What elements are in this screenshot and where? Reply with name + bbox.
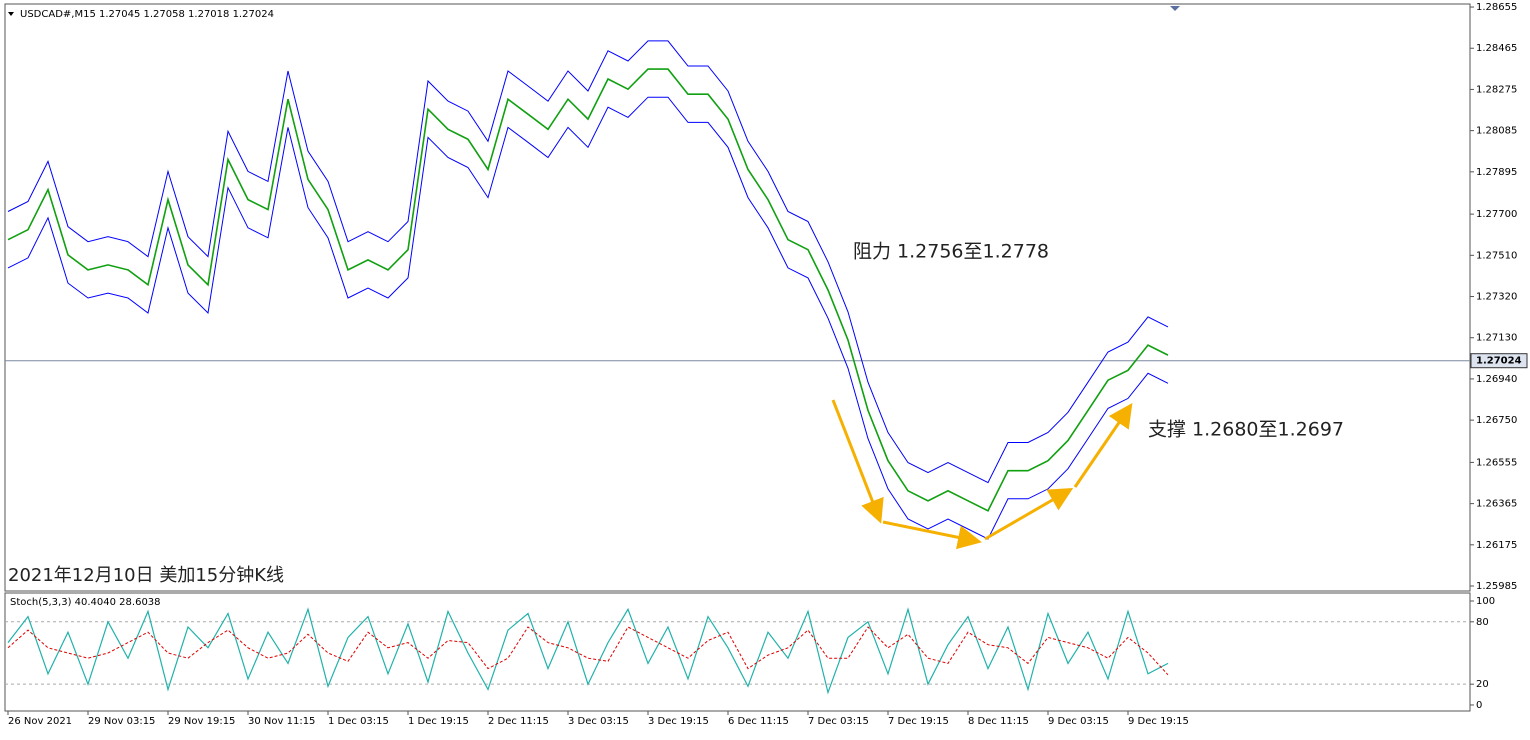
x-tick-label: 29 Nov 19:15 [168,716,235,727]
shift-marker [1170,6,1180,11]
x-tick-label: 3 Dec 19:15 [648,716,709,727]
y-tick-label: 100 [1476,596,1495,607]
y-tick-label: 1.26940 [1476,374,1517,385]
series-line [7,68,1169,512]
x-tick-label: 30 Nov 11:15 [248,716,315,727]
price-box [1470,353,1528,369]
stoch-panel [4,592,1471,712]
y-tick-label: 1.26750 [1476,415,1517,426]
x-tick-label: 1 Dec 03:15 [328,716,389,727]
menu-arrow [8,12,14,16]
x-tick-label: 9 Dec 19:15 [1128,716,1189,727]
x-tick-label: 26 Nov 2021 [8,716,72,727]
y-tick-label: 20 [1476,679,1489,690]
y-tick-label: 1.27510 [1476,250,1517,261]
x-tick-label: 7 Dec 19:15 [888,716,949,727]
annotation: 支撑 1.2680至1.2697 [1148,419,1344,441]
y-tick-label: 1.27320 [1476,292,1517,303]
y-tick-label: 0 [1476,700,1482,711]
x-tick-label: 1 Dec 19:15 [408,716,469,727]
y-tick-label: 1.26175 [1476,540,1517,551]
series-line [7,607,1169,695]
x-tick-label: 3 Dec 03:15 [568,716,629,727]
y-tick-label: 80 [1476,617,1489,628]
y-tick-label: 1.27130 [1476,333,1517,344]
y-tick-label: 1.25985 [1476,581,1517,592]
arrow [882,520,982,550]
annotation: 阻力 1.2756至1.2778 [853,241,1049,263]
arrow [831,399,884,524]
caption: 2021年12月10日 美加15分钟K线 [8,565,284,586]
y-tick-label: 1.26365 [1476,499,1517,510]
x-tick-label: 6 Dec 11:15 [728,716,789,727]
series-line [7,40,1169,484]
arrow [1073,403,1133,488]
x-tick-label: 2 Dec 11:15 [488,716,549,727]
arrows [831,399,1133,550]
y-tick-label: 1.26555 [1476,457,1517,468]
y-tick-label: 1.28275 [1476,84,1517,95]
y-tick-label: 1.28465 [1476,43,1517,54]
y-tick-label: 1.27700 [1476,209,1517,220]
y-tick-label: 1.27895 [1476,167,1517,178]
x-tick-label: 8 Dec 11:15 [968,716,1029,727]
stoch-label: Stoch(5,3,3) 40.4040 28.6038 [10,597,161,608]
y-tick-label: 1.28085 [1476,126,1517,137]
arrow [984,487,1074,541]
series-line [7,626,1169,676]
x-tick-label: 29 Nov 03:15 [88,716,155,727]
header: USDCAD#,M15 1.27045 1.27058 1.27018 1.27… [20,9,274,20]
price-label: 1.27024 [1476,356,1522,367]
x-tick-label: 9 Dec 03:15 [1048,716,1109,727]
x-tick-label: 7 Dec 03:15 [808,716,869,727]
main-panel [4,3,1471,592]
y-tick-label: 1.28655 [1476,2,1517,13]
